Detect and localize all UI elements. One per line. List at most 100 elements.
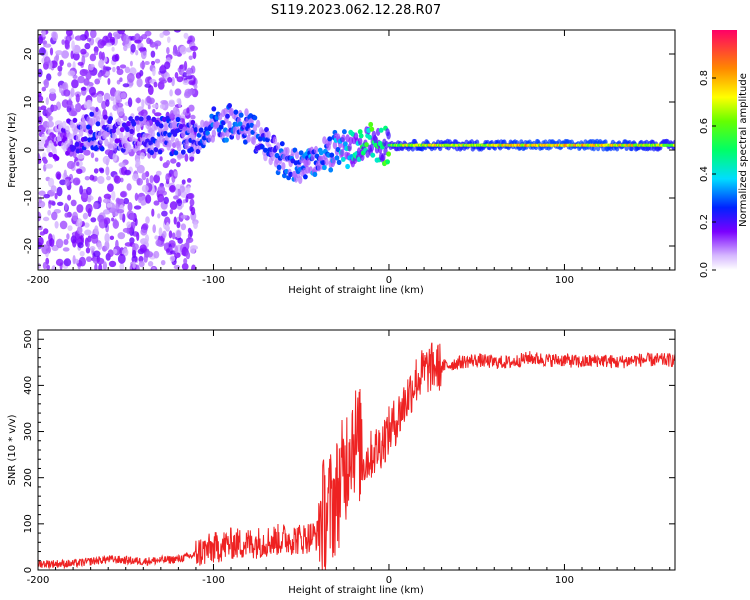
heatmap-noise-blob xyxy=(63,169,67,178)
heatmap-noise-blob xyxy=(72,255,76,265)
heatmap-noise-blob xyxy=(120,191,127,198)
heatmap-noise-blob xyxy=(138,260,145,268)
heatmap-noise-blob xyxy=(185,240,190,249)
heatmap-band-core xyxy=(99,146,105,152)
heatmap-band-core xyxy=(334,155,340,161)
heatmap-noise-blob xyxy=(176,230,181,238)
heatmap-band-core xyxy=(40,127,46,133)
heatmap-noise-blob xyxy=(187,227,192,234)
heatmap-band-core xyxy=(345,163,350,170)
heatmap-noise-blob xyxy=(87,197,92,203)
heatmap-noise-blob xyxy=(93,250,101,258)
heatmap-noise-blob xyxy=(94,51,99,56)
heatmap-band-core xyxy=(224,137,229,143)
heatmap-noise-blob xyxy=(172,49,179,56)
heatmap-noise-blob xyxy=(89,246,96,251)
heatmap-band-core xyxy=(146,115,152,121)
heatmap-noise-blob xyxy=(55,258,64,266)
heatmap-band-halo xyxy=(127,144,132,153)
heatmap-noise-blob xyxy=(111,217,115,222)
heatmap-noise-blob xyxy=(77,242,84,249)
heatmap-band-halo xyxy=(167,139,172,148)
heatmap-noise-blob xyxy=(107,78,111,85)
heatmap-noise-blob xyxy=(85,71,92,80)
heatmap-noise-blob xyxy=(116,106,125,117)
heatmap-noise-blob xyxy=(140,49,147,60)
heatmap-noise-blob xyxy=(71,79,79,89)
heatmap-band-core xyxy=(358,133,364,139)
heatmap-noise-blob xyxy=(63,239,69,245)
heatmap-band-halo xyxy=(341,134,346,143)
heatmap-noise-blob xyxy=(124,169,131,176)
heatmap-noise-blob xyxy=(123,44,128,52)
heatmap-band-core xyxy=(74,141,80,147)
heatmap-band-halo xyxy=(211,129,216,138)
heatmap-noise-blob xyxy=(169,255,176,262)
heatmap-noise-blob xyxy=(154,58,161,64)
heatmap-noise-blob xyxy=(115,239,119,250)
heatmap-noise-blob xyxy=(169,209,174,215)
heatmap-noise-blob xyxy=(189,156,195,162)
chart-title: S119.2023.062.12.28.R07 xyxy=(271,3,441,18)
heatmap-noise-blob xyxy=(63,89,71,97)
snr-y-tick-label: 100 xyxy=(23,514,34,533)
heatmap-band-halo xyxy=(272,136,278,145)
heatmap-band-halo xyxy=(247,128,252,137)
heatmap-noise-blob xyxy=(70,199,77,207)
snr-y-tick-label: 200 xyxy=(23,468,34,487)
heatmap-noise-blob xyxy=(67,225,73,232)
heatmap-noise-blob xyxy=(43,78,50,89)
heatmap-noise-blob xyxy=(117,232,126,240)
heatmap-noise-blob xyxy=(157,185,166,195)
snr-y-tick-label: 0 xyxy=(23,567,34,573)
heatmap-noise-blob xyxy=(144,83,152,88)
heatmap-noise-blob xyxy=(84,42,91,50)
heatmap-noise-blob xyxy=(153,81,158,88)
heatmap-noise-blob xyxy=(182,80,190,86)
heatmap-noise-blob xyxy=(58,84,63,94)
heatmap-noise-blob xyxy=(79,185,83,195)
heatmap-noise-blob xyxy=(132,261,136,269)
heatmap-noise-blob xyxy=(117,253,126,264)
heatmap-noise-blob xyxy=(165,160,171,166)
heatmap-noise-blob xyxy=(38,225,43,231)
heatmap-noise-blob xyxy=(66,160,75,170)
heatmap-noise-blob xyxy=(151,60,155,66)
heatmap-band-core xyxy=(153,147,159,153)
heatmap-noise-blob xyxy=(129,60,133,67)
heatmap-noise-blob xyxy=(193,84,198,90)
heatmap-noise-blob xyxy=(169,201,178,210)
heatmap-noise-blob xyxy=(186,185,191,194)
heatmap-noise-blob xyxy=(159,32,164,38)
heatmap-noise-blob xyxy=(115,197,121,204)
heatmap-noise-blob xyxy=(49,88,56,94)
heatmap-band-core xyxy=(672,143,675,147)
heatmap-noise-blob xyxy=(57,71,62,77)
heatmap-noise-blob xyxy=(64,39,70,50)
heatmap-band-core xyxy=(386,151,391,157)
heatmap-noise-blob xyxy=(54,221,59,229)
heatmap-noise-blob xyxy=(67,70,76,77)
heatmap-noise-blob xyxy=(61,50,69,59)
heatmap-noise-blob xyxy=(180,214,188,219)
heatmap-noise-blob xyxy=(135,264,140,270)
heatmap-noise-blob xyxy=(109,36,116,43)
heatmap-band-core xyxy=(173,150,179,156)
heatmap-noise-blob xyxy=(93,202,99,210)
heatmap-band-core xyxy=(129,128,135,134)
heatmap-noise-blob xyxy=(123,197,130,205)
heatmap-noise-blob xyxy=(186,107,190,114)
heatmap-noise-blob xyxy=(153,174,160,184)
heatmap-noise-blob xyxy=(89,86,96,96)
heatmap-noise-blob xyxy=(145,216,150,224)
heatmap-noise-blob xyxy=(173,216,177,225)
heatmap-noise-blob xyxy=(162,30,171,36)
heatmap-band-core xyxy=(298,150,304,156)
heatmap-band-core xyxy=(233,109,239,115)
heatmap-noise-blob xyxy=(44,43,52,48)
heatmap-noise-blob xyxy=(59,220,68,230)
heatmap-band-core xyxy=(198,127,204,133)
colorbar-label: Normalized spectral amplitude xyxy=(738,73,749,227)
